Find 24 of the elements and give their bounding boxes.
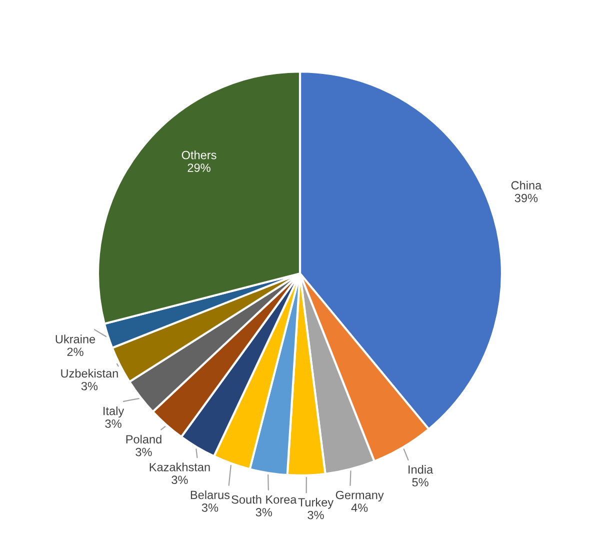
slice-label: Ukraine <box>56 334 96 344</box>
data-label: 4% <box>351 504 368 512</box>
data-label: 3% <box>202 503 218 512</box>
slice-label: Poland <box>126 434 162 444</box>
data-label: 3% <box>308 510 324 520</box>
data-label: 2% <box>67 348 84 356</box>
data-label: 3% <box>172 476 188 484</box>
slice-label: Uzbekistan <box>61 368 118 378</box>
slice-label: Germany <box>336 490 384 502</box>
data-label: 39% <box>514 194 538 202</box>
slice-label: Turkey <box>298 498 334 509</box>
data-label: 29% <box>188 164 210 172</box>
slice-label: Others <box>182 150 216 160</box>
slice-label: Kazakhstan <box>150 462 210 472</box>
slice-label: Belarus <box>190 490 230 500</box>
data-label: 5% <box>412 478 428 486</box>
data-label: 3% <box>256 508 272 516</box>
slice-label: Italy <box>104 406 124 418</box>
slice-label: China <box>511 180 542 190</box>
data-label: 3% <box>105 420 122 428</box>
data-label: 3% <box>136 448 152 456</box>
data-label: 3% <box>81 382 98 390</box>
slice-label: India <box>408 465 434 474</box>
slice-label: South Korea <box>232 495 297 504</box>
